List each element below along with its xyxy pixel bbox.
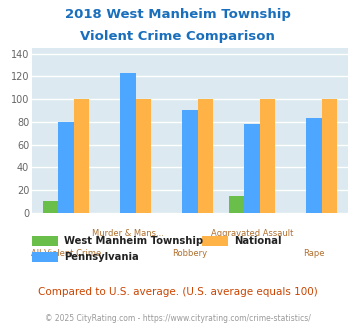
Text: Rape: Rape — [303, 249, 324, 258]
Bar — [182, 111, 198, 213]
Bar — [229, 196, 244, 213]
Bar — [322, 99, 337, 213]
Bar — [120, 73, 136, 213]
Bar — [74, 99, 89, 213]
Text: All Violent Crime: All Violent Crime — [31, 249, 101, 258]
Bar — [306, 118, 322, 213]
Text: Murder & Mans...: Murder & Mans... — [92, 229, 164, 238]
Text: Compared to U.S. average. (U.S. average equals 100): Compared to U.S. average. (U.S. average … — [38, 287, 317, 297]
Bar — [43, 202, 58, 213]
Text: Pennsylvania: Pennsylvania — [64, 252, 139, 262]
Text: 2018 West Manheim Township: 2018 West Manheim Township — [65, 8, 290, 21]
Text: Violent Crime Comparison: Violent Crime Comparison — [80, 30, 275, 43]
Text: Robbery: Robbery — [173, 249, 207, 258]
Bar — [260, 99, 275, 213]
Bar — [136, 99, 151, 213]
Text: © 2025 CityRating.com - https://www.cityrating.com/crime-statistics/: © 2025 CityRating.com - https://www.city… — [45, 314, 310, 323]
Text: West Manheim Township: West Manheim Township — [64, 236, 203, 246]
Text: Aggravated Assault: Aggravated Assault — [211, 229, 293, 238]
Text: National: National — [234, 236, 282, 246]
Bar — [58, 122, 74, 213]
Bar — [198, 99, 213, 213]
Bar — [244, 124, 260, 213]
